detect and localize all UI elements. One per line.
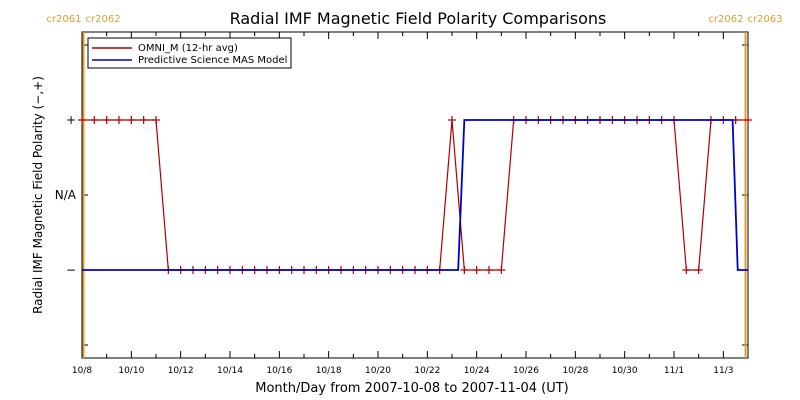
- x-tick-label: 11/3: [713, 366, 733, 376]
- data-point-omni: [694, 266, 703, 274]
- series-line-mas: [82, 119, 748, 271]
- x-tick-label: 10/8: [72, 366, 92, 376]
- legend-label-omni: OMNI_M (12-hr avg): [138, 43, 238, 54]
- y-tick-label: +: [66, 113, 76, 127]
- carrington-label-left: cr2061: [46, 14, 81, 25]
- x-tick-label: 10/20: [365, 366, 391, 376]
- x-tick-label: 10/18: [316, 366, 342, 376]
- chart-title: Radial IMF Magnetic Field Polarity Compa…: [230, 9, 607, 28]
- x-tick-label: 10/14: [217, 366, 243, 376]
- data-series: [78, 116, 752, 274]
- data-point-omni: [472, 266, 481, 274]
- data-point-omni: [744, 116, 752, 124]
- series-line-omni: [82, 119, 748, 271]
- x-tick-label: 10/30: [612, 366, 638, 376]
- data-point-omni: [139, 116, 148, 124]
- data-point-omni: [90, 116, 99, 124]
- x-tick-label: 10/24: [464, 366, 490, 376]
- carrington-markers: cr2061 cr2062 cr2062 cr2063: [46, 14, 783, 358]
- carrington-label-right: cr2062: [86, 14, 121, 25]
- data-point-omni: [460, 266, 469, 274]
- legend-box: [87, 37, 292, 69]
- y-tick-label: −: [66, 263, 76, 277]
- data-point-omni: [485, 266, 493, 274]
- data-point-omni: [448, 116, 456, 124]
- x-tick-label: 10/10: [118, 366, 144, 376]
- x-axis-ticks: 10/8 10/10 10/12 10/14 10/16 10/18 10/20 10/22 1…: [72, 32, 749, 376]
- x-axis-label: Month/Day from 2007-10-08 to 2007-11-04 …: [255, 381, 568, 396]
- legend: OMNI_M (12-hr avg) Predictive Science MA…: [87, 37, 292, 69]
- data-point-omni: [682, 266, 691, 274]
- plot-frame: [81, 31, 749, 359]
- y-axis-ticks: + N/A −: [55, 44, 748, 346]
- data-point-omni: [127, 116, 136, 124]
- x-tick-label: 10/12: [168, 366, 194, 376]
- x-tick-label: 10/28: [562, 366, 588, 376]
- x-tick-label: 11/1: [664, 366, 684, 376]
- x-tick-label: 10/16: [266, 366, 292, 376]
- data-point-omni: [115, 116, 123, 124]
- data-point-omni: [497, 266, 506, 274]
- y-axis-label: Radial IMF Magnetic Field Polarity (−,+): [31, 76, 45, 314]
- y-tick-label: N/A: [55, 188, 77, 202]
- legend-label-mas: Predictive Science MAS Model: [138, 55, 287, 66]
- data-point-omni: [78, 116, 86, 124]
- x-tick-label: 10/26: [513, 366, 539, 376]
- carrington-label-right: cr2063: [748, 14, 783, 25]
- x-tick-label: 10/22: [414, 366, 440, 376]
- data-point-omni: [102, 116, 111, 124]
- carrington-label-left: cr2062: [708, 14, 743, 25]
- data-point-omni: [152, 116, 160, 124]
